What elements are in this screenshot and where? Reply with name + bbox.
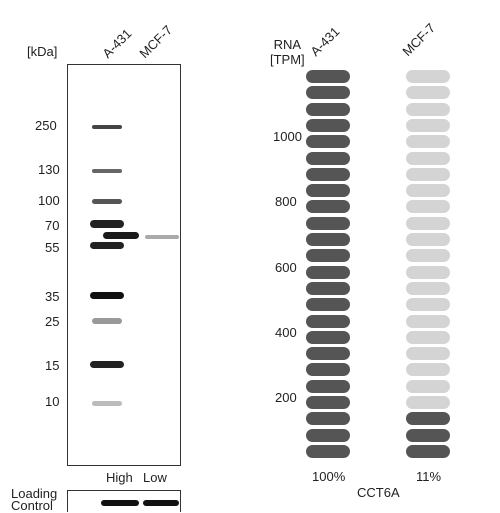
marker-label-15: 15 — [45, 358, 60, 373]
rna-bar-segment — [306, 102, 350, 116]
loading-band-a431 — [101, 500, 139, 506]
rna-bar-segment — [406, 151, 450, 165]
rna-bar-segment — [406, 298, 450, 312]
rna-bar-segment — [306, 444, 350, 458]
kda-unit-label: [kDa] — [27, 44, 58, 59]
rna-bar-segment — [406, 135, 450, 149]
marker-band-100 — [92, 199, 122, 204]
rna-bar-segment — [306, 167, 350, 181]
rna-bar-segment — [306, 298, 350, 312]
marker-band-55 — [90, 242, 124, 249]
rna-bar-segment — [406, 347, 450, 361]
rna-bar-segment — [406, 330, 450, 344]
sample-band-mcf7 — [145, 235, 179, 239]
rna-bar-segment — [406, 281, 450, 295]
marker-label-130: 130 — [38, 162, 60, 177]
rna-bar-segment — [306, 379, 350, 393]
marker-band-10 — [92, 401, 122, 406]
marker-label-250: 250 — [35, 118, 57, 133]
rna-bar-segment — [306, 249, 350, 263]
rna-bar-segment — [306, 330, 350, 344]
rna-cell-label-mcf7: MCF-7 — [399, 20, 439, 60]
marker-label-55: 55 — [45, 240, 60, 255]
rna-bar-segment — [306, 216, 350, 230]
loading-band-mcf7 — [143, 500, 179, 506]
marker-band-70 — [90, 220, 124, 228]
rna-bar-segment — [306, 347, 350, 361]
rna-bar-segment — [306, 151, 350, 165]
marker-label-35: 35 — [45, 289, 60, 304]
gene-label: CCT6A — [357, 485, 400, 500]
rna-bar-segment — [406, 233, 450, 246]
rna-bar-segment — [406, 265, 450, 279]
rna-bar-segment — [306, 265, 350, 279]
marker-label-70: 70 — [45, 218, 60, 233]
rna-bar-segment — [406, 167, 450, 181]
rna-bar-segment — [406, 379, 450, 393]
marker-label-25: 25 — [45, 314, 60, 329]
rna-bar-segment — [306, 396, 350, 409]
loading-control-line2: Control — [11, 498, 53, 513]
rna-bar-segment — [306, 428, 350, 442]
rna-bar-segment — [406, 444, 450, 458]
rna-header-line1: RNA — [273, 37, 302, 52]
rna-column-mcf7 — [406, 70, 450, 462]
rna-percent-mcf7: 11% — [416, 469, 442, 484]
rna-bar-segment — [306, 135, 350, 149]
marker-band-25 — [92, 318, 122, 324]
rna-bar-segment — [406, 200, 450, 214]
lane-level-low: Low — [143, 470, 167, 485]
rna-bar-segment — [306, 281, 350, 295]
rna-bar-segment — [406, 363, 450, 377]
marker-band-35 — [90, 292, 124, 299]
rna-header-line2: [TPM] — [270, 52, 305, 67]
rna-bar-segment — [406, 314, 450, 328]
lane-label-mcf7: MCF-7 — [136, 22, 176, 62]
rna-bar-segment — [406, 118, 450, 132]
rna-bar-segment — [306, 118, 350, 132]
rna-tick-200: 200 — [275, 390, 297, 405]
rna-bar-segment — [406, 216, 450, 230]
rna-bar-segment — [406, 70, 450, 83]
rna-cell-label-a431: A-431 — [307, 23, 343, 59]
marker-label-100: 100 — [38, 193, 60, 208]
rna-bar-segment — [406, 249, 450, 263]
lane-label-a431: A-431 — [99, 25, 135, 61]
rna-bar-segment — [306, 314, 350, 328]
rna-tick-600: 600 — [275, 260, 297, 275]
rna-bar-segment — [306, 184, 350, 198]
rna-bar-segment — [406, 428, 450, 442]
rna-bar-segment — [406, 396, 450, 409]
loading-control-label: Loading Control — [11, 486, 58, 513]
marker-band-15 — [90, 361, 124, 368]
rna-bar-segment — [306, 412, 350, 426]
rna-column-a431 — [306, 70, 350, 462]
rna-header: RNA [TPM] — [270, 37, 305, 67]
rna-tick-1000: 1000 — [273, 129, 302, 144]
rna-bar-segment — [306, 233, 350, 246]
rna-percent-a431: 100% — [312, 469, 346, 484]
rna-bar-segment — [306, 86, 350, 100]
rna-tick-400: 400 — [275, 325, 297, 340]
western-blot-image — [67, 64, 181, 466]
rna-bar-segment — [306, 200, 350, 214]
sample-band-a431 — [103, 232, 139, 239]
lane-level-high: High — [106, 470, 133, 485]
rna-bar-segment — [406, 102, 450, 116]
rna-bar-segment — [306, 363, 350, 377]
marker-label-10: 10 — [45, 394, 60, 409]
rna-bar-segment — [406, 184, 450, 198]
rna-bar-segment — [406, 412, 450, 426]
loading-control-line1: Loading — [11, 486, 58, 501]
loading-control-image — [67, 490, 181, 512]
marker-band-130 — [92, 169, 122, 173]
rna-tick-800: 800 — [275, 194, 297, 209]
rna-bar-segment — [306, 70, 350, 83]
marker-band-250 — [92, 125, 122, 129]
rna-bar-segment — [406, 86, 450, 100]
